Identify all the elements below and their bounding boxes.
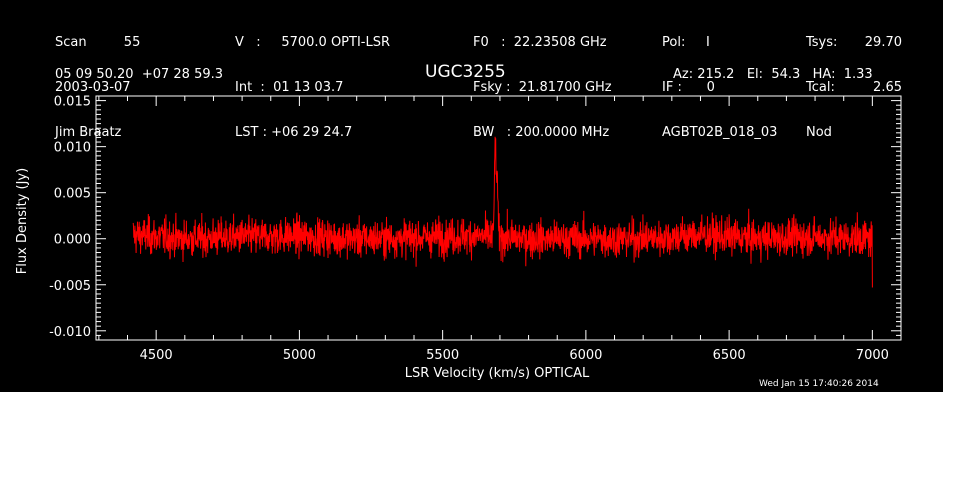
trace-group	[132, 136, 873, 288]
tsys-label: Tsys:	[806, 35, 838, 50]
project-id: AGBT02B_018_03	[662, 125, 778, 140]
x-tick-label: 6000	[569, 348, 602, 363]
velocity-value: V : 5700.0 OPTI-LSR	[235, 35, 391, 50]
y-tick-label: 0.000	[54, 233, 91, 248]
if-number: IF : 0	[662, 80, 715, 95]
y-tick-label: -0.010	[49, 325, 91, 340]
rest-frequency: F0 : 22.23508 GHz	[473, 35, 607, 50]
y-axis-label: Flux Density (Jy)	[15, 168, 30, 274]
plot-frame	[95, 95, 902, 341]
sky-frequency: Fsky : 21.81700 GHz	[473, 80, 612, 95]
x-tick-label: 4500	[140, 348, 173, 363]
scan-label: Scan 55	[55, 35, 141, 50]
source-name: UGC3255	[425, 62, 506, 82]
polarization-info: Pol: I IF : 0 AGBT02B_018_03	[662, 5, 777, 155]
y-tick-label: -0.005	[49, 279, 91, 294]
plot-panel	[0, 0, 943, 392]
y-tick-label: 0.015	[54, 95, 91, 110]
lst-value: LST : +06 29 24.7	[235, 125, 353, 140]
tcal-label: Tcal:	[806, 80, 835, 95]
y-tick-label: 0.010	[54, 141, 91, 156]
timestamp: Wed Jan 15 17:40:26 2014	[759, 379, 879, 389]
polarization: Pol: I	[662, 35, 710, 50]
source-coordinates: 05 09 50.20 +07 28 59.3	[55, 67, 224, 82]
tsys-value: 29.70	[864, 35, 902, 50]
spectrum-trace	[132, 136, 873, 288]
x-tick-label: 5000	[283, 348, 316, 363]
x-tick-label: 6500	[713, 348, 746, 363]
tcal-value: 2.65	[873, 80, 902, 95]
x-tick-label: 7000	[856, 348, 889, 363]
integration-time: Int : 01 13 03.7	[235, 80, 344, 95]
frequency-info: F0 : 22.23508 GHz Fsky : 21.81700 GHz BW…	[473, 5, 612, 155]
switch-mode: Nod	[806, 125, 832, 140]
x-tick-label: 5500	[426, 348, 459, 363]
system-labels: Tsys: Tcal: Nod	[806, 5, 837, 155]
bandwidth: BW : 200.0000 MHz	[473, 125, 610, 140]
axis-ticks: 4500 5000 5500 6000 6500 7000 -0.010 -0.005 0.00…	[49, 95, 902, 363]
system-values: 29.70 2.65	[858, 5, 902, 140]
az-el-ha: Az: 215.2 El: 54.3 HA: 1.33	[673, 67, 873, 82]
y-tick-label: 0.005	[54, 187, 91, 202]
spectrum-chart: 4500 5000 5500 6000 6500 7000 -0.010 -0.005 0.00…	[15, 95, 902, 381]
scan-date: 2003-03-07	[55, 80, 131, 95]
velocity-info: V : 5700.0 OPTI-LSR Int : 01 13 03.7 LST…	[235, 5, 390, 155]
x-axis-label: LSR Velocity (km/s) OPTICAL	[405, 366, 590, 381]
